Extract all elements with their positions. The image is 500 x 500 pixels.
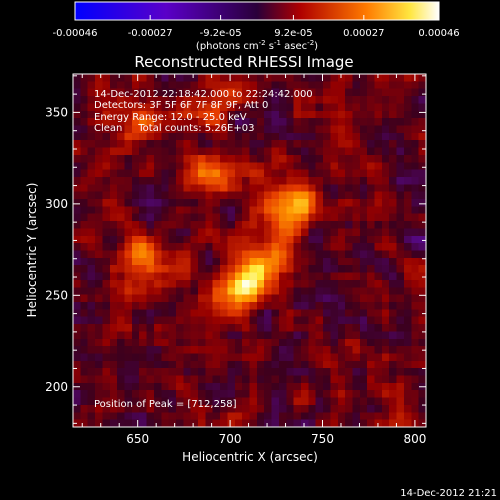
y-tick-label: 350	[45, 105, 68, 119]
colorbar-tick-label: 9.2e-05	[274, 28, 312, 39]
colorbar-ticks: -0.00046 -0.00027 -9.2e-05 9.2e-05 0.00027 0.…	[53, 15, 460, 39]
annotation-time-range: 14-Dec-2012 22:18:42.000 to 22:24:42.000	[94, 89, 313, 100]
y-tick-label: 250	[45, 288, 68, 302]
heatmap-image	[73, 74, 426, 427]
x-axis-label: Heliocentric X (arcsec)	[182, 450, 318, 464]
colorbar-tick-label: 0.00027	[343, 28, 384, 39]
annotation-detectors: Detectors: 3F 5F 6F 7F 8F 9F, Att 0	[94, 100, 268, 111]
y-tick-label: 200	[45, 380, 68, 394]
colorbar-gradient	[74, 1, 440, 21]
annotation-clean-counts: Clean Total counts: 5.26E+03	[94, 123, 254, 134]
colorbar: -0.00046 -0.00027 -9.2e-05 9.2e-05 0.00027 0.…	[53, 1, 460, 52]
axis-ticks: 650 700 750 800 200 250 300 350	[45, 74, 426, 446]
x-tick-label: 800	[403, 432, 426, 446]
x-tick-label: 750	[311, 432, 334, 446]
chart-title: Reconstructed RHESSI Image	[134, 53, 353, 71]
y-tick-label: 300	[45, 197, 68, 211]
colorbar-tick-label: -9.2e-05	[200, 28, 242, 39]
colorbar-tick-label: -0.00046	[53, 28, 98, 39]
plot-frame	[72, 73, 427, 428]
footer-timestamp: 14-Dec-2012 21:21	[400, 488, 497, 499]
x-tick-label: 650	[126, 432, 149, 446]
y-axis-label: Heliocentric Y (arcsec)	[25, 183, 39, 318]
colorbar-tick-label: -0.00027	[128, 28, 173, 39]
colorbar-unit-label: (photons cm-2 s-1 asec-2)	[196, 39, 318, 52]
annotation-energy-range: Energy Range: 12.0 - 25.0 keV	[94, 112, 247, 123]
colorbar-tick-label: 0.00046	[418, 28, 459, 39]
peak-position-label: Position of Peak = [712,258]	[94, 399, 237, 410]
x-tick-label: 700	[219, 432, 242, 446]
annotation-block: 14-Dec-2012 22:18:42.000 to 22:24:42.000…	[94, 89, 313, 134]
